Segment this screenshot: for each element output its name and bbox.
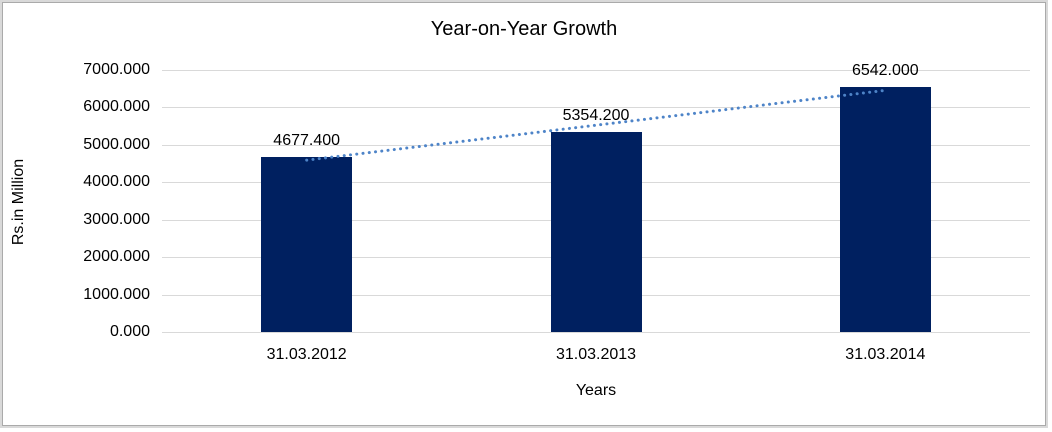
y-axis-tick-label: 4000.000 (83, 173, 150, 190)
gridline (162, 107, 1030, 108)
gridline (162, 332, 1030, 333)
bar-value-label: 4677.400 (273, 132, 341, 149)
bar-value-label: 5354.200 (562, 107, 630, 124)
y-axis-tick-labels: 0.000 1000.000 2000.000 3000.000 4000.000 500… (2, 61, 150, 340)
bar (551, 132, 642, 332)
y-axis-tick-label: 2000.000 (83, 248, 150, 265)
y-axis-tick-label: 7000.000 (83, 61, 150, 78)
plot-area: 4677.400 5354.200 6542.000 (162, 62, 1030, 333)
chart-title: Year-on-Year Growth (430, 18, 618, 40)
bar-value-label: 6542.000 (851, 62, 919, 79)
y-axis-tick-label: 0.000 (109, 323, 150, 340)
x-axis-title: Years (575, 382, 617, 399)
y-axis-tick-label: 3000.000 (83, 211, 150, 228)
trendline-path (305, 88, 887, 162)
x-axis-tick-label: 31.03.2013 (555, 346, 637, 363)
y-axis-tick-label: 5000.000 (83, 136, 150, 153)
bar (261, 157, 352, 332)
trendline (305, 88, 887, 162)
bar (840, 87, 931, 332)
y-axis-tick-label: 1000.000 (83, 286, 150, 303)
x-axis-tick-label: 31.03.2014 (845, 346, 926, 363)
y-axis-tick-label: 6000.000 (83, 98, 150, 115)
gridline (162, 70, 1030, 71)
x-axis-tick-label: 31.03.2012 (266, 346, 347, 363)
x-axis-tick-labels: 31.03.2012 31.03.2013 31.03.2014 (162, 346, 1030, 366)
